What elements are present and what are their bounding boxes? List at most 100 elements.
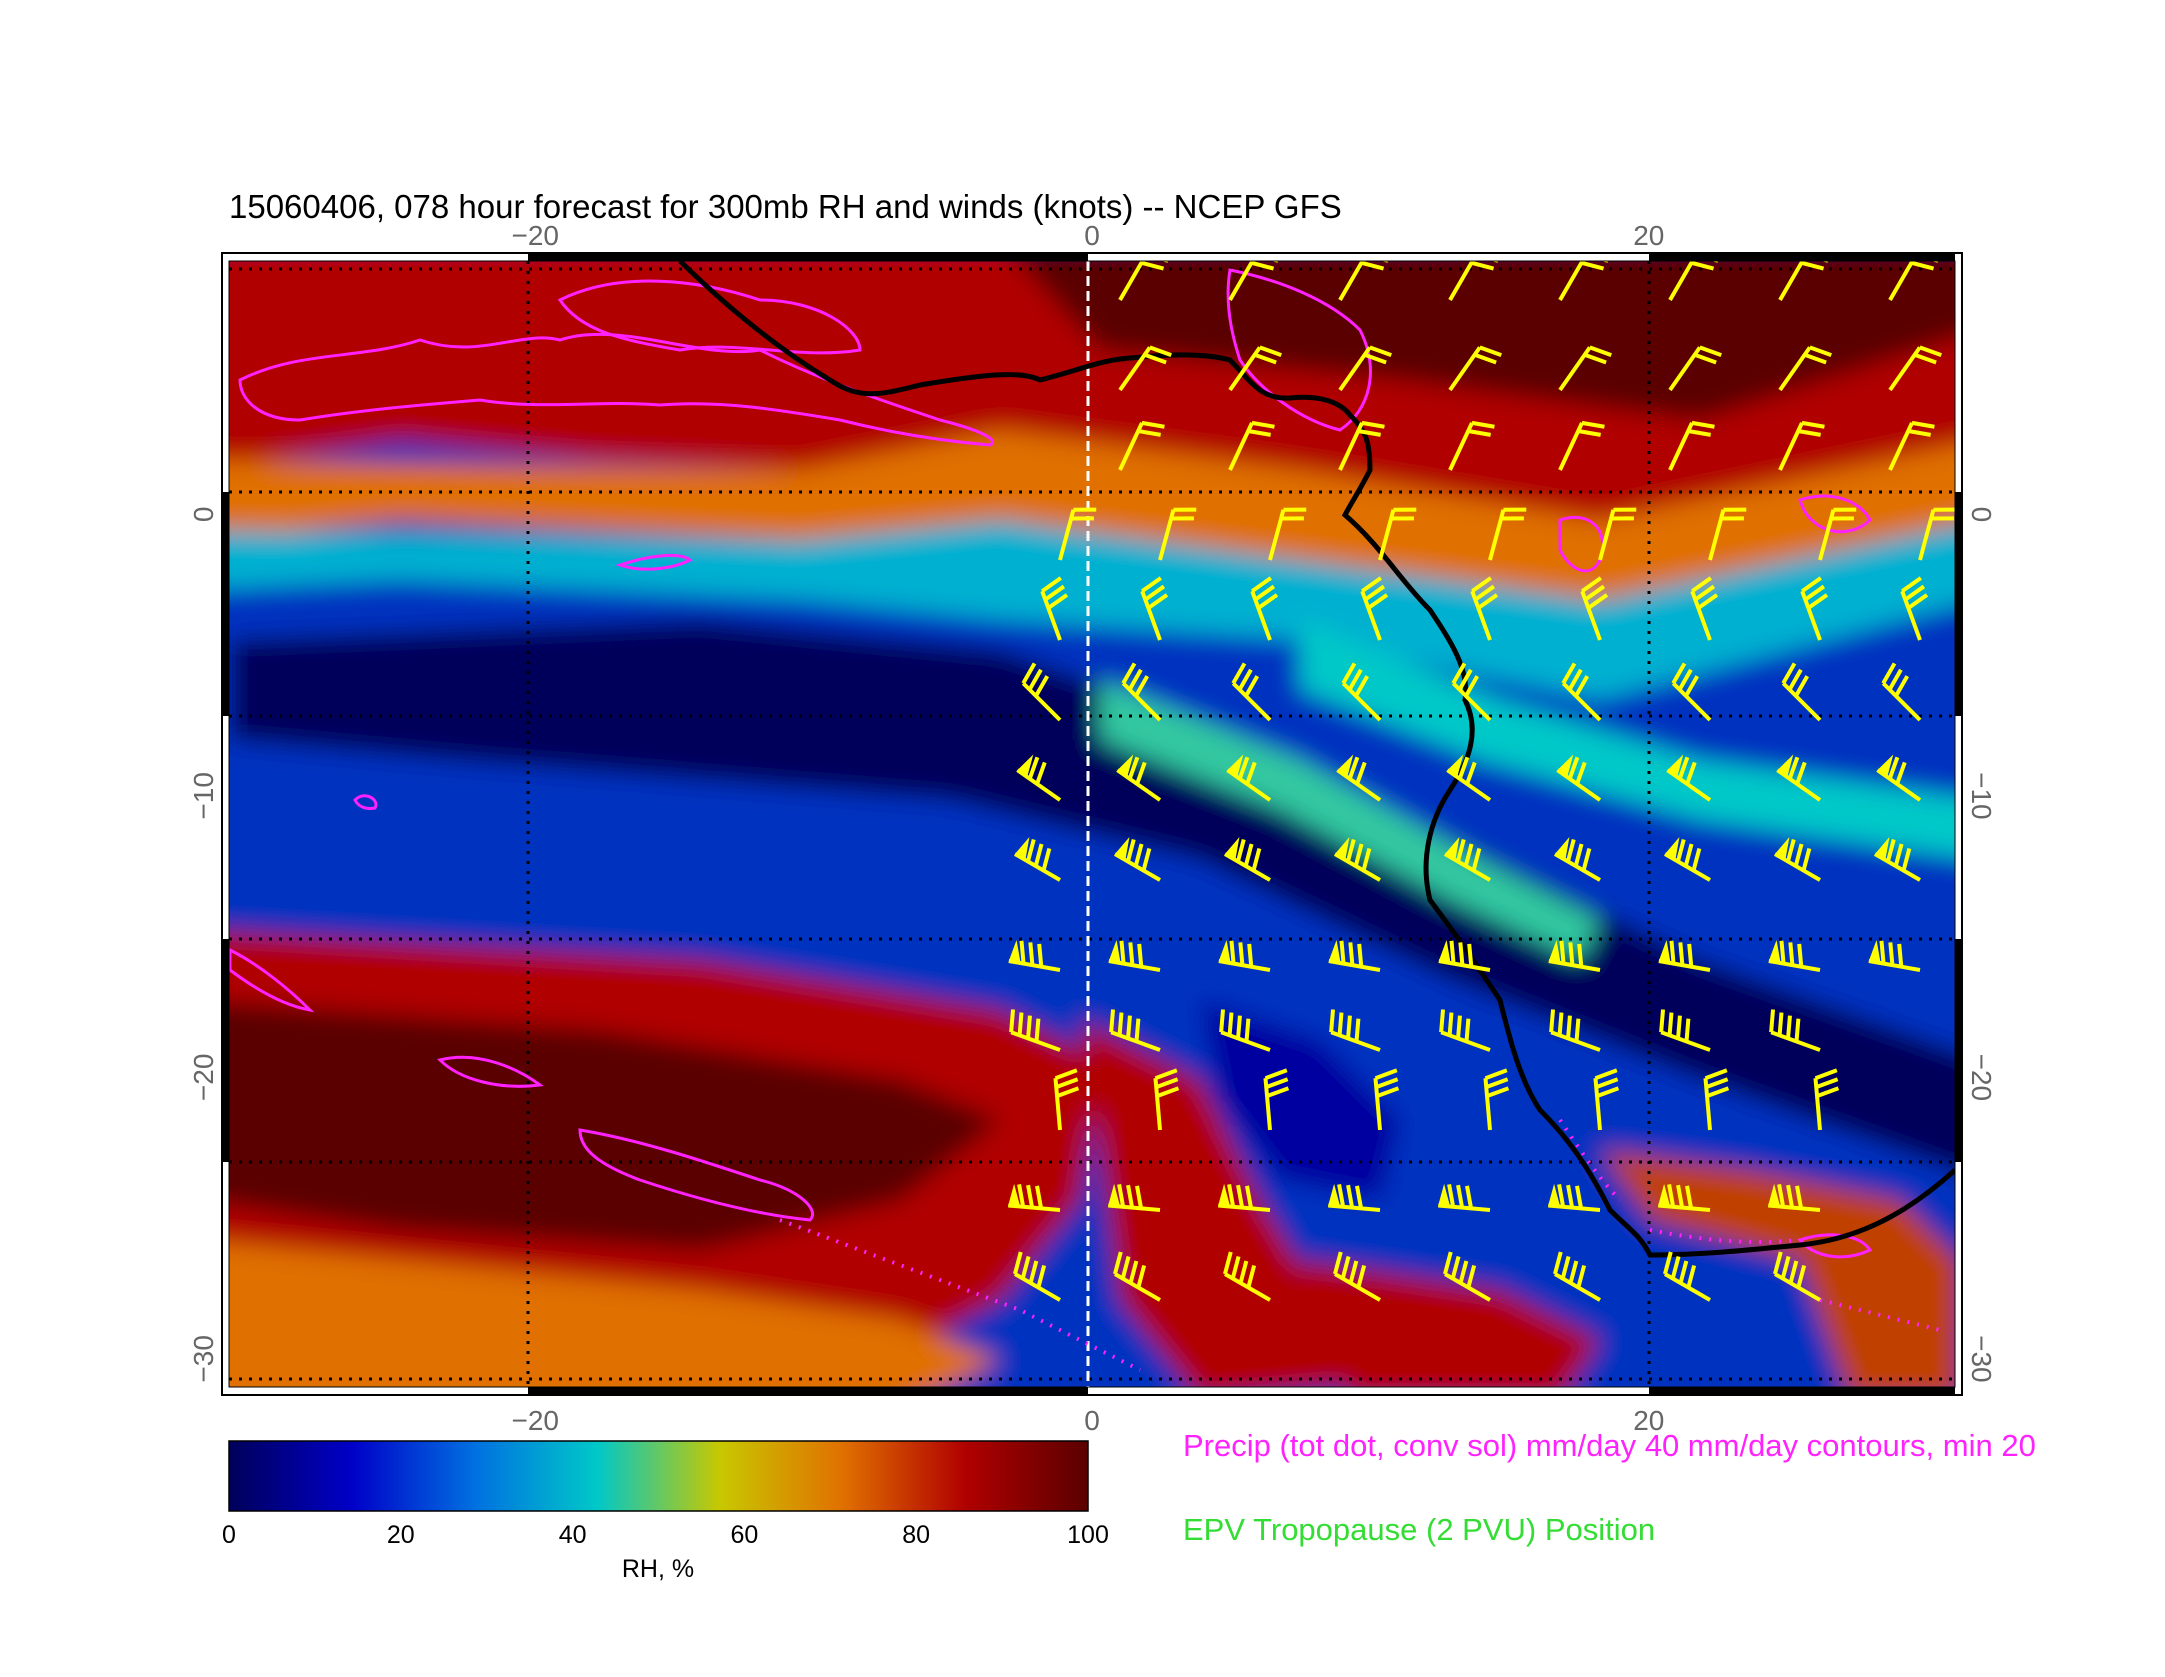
- wind-barb: [1553, 1251, 1601, 1302]
- wind-barb: [1708, 507, 1747, 561]
- wind-barb: [1108, 1183, 1161, 1212]
- wind-barb: [1778, 345, 1832, 392]
- wind-barb: [1703, 1068, 1730, 1131]
- wind-barb: [1373, 1068, 1400, 1131]
- latitude-labels-left: 0 −10 −20 −30: [188, 507, 219, 1383]
- wind-barb: [1439, 1009, 1491, 1052]
- wind-barb: [1881, 662, 1922, 722]
- wind-barb: [1658, 1183, 1711, 1212]
- wind-barb: [1773, 836, 1821, 882]
- wind-barb: [1228, 261, 1279, 301]
- wind-barb: [1769, 1009, 1821, 1052]
- wind-barb: [1690, 576, 1719, 641]
- wind-barb: [1451, 662, 1492, 722]
- epv-legend: EPV Tropopause (2 PVU) Position: [1183, 1512, 1655, 1547]
- wind-barb: [1558, 420, 1605, 471]
- wind-barb: [1009, 1009, 1061, 1052]
- lat-tick-label-right: 0: [1966, 507, 1997, 523]
- lon-tick-label-bottom: 0: [1084, 1405, 1100, 1436]
- rh-field: [229, 261, 1955, 1387]
- latitude-labels-right: 0 −10 −20 −30: [1966, 507, 1997, 1383]
- colorbar-tick-label: 0: [222, 1521, 236, 1549]
- colorbar: 0 20 40 60 80 100 RH, %: [222, 1440, 1109, 1583]
- wind-barb: [1553, 836, 1601, 882]
- wind-barb: [1338, 345, 1392, 392]
- wind-barb: [1341, 662, 1382, 722]
- wind-barb: [1918, 507, 1955, 561]
- wind-barb: [1438, 939, 1491, 972]
- wind-barb: [1268, 507, 1307, 561]
- wind-barb: [1118, 261, 1169, 301]
- graticule: [229, 261, 1955, 1387]
- wind-barb: [1558, 261, 1609, 301]
- wind-barb: [1443, 1251, 1491, 1302]
- wind-barb: [1118, 345, 1172, 392]
- wind-barb: [1140, 576, 1169, 641]
- wind-barb: [1263, 1068, 1290, 1131]
- longitude-labels-top: −20 0 20: [511, 220, 1664, 251]
- wind-barb: [1448, 261, 1499, 301]
- wind-barb: [1223, 1251, 1271, 1302]
- map-frame-ticks: [222, 253, 1962, 1395]
- wind-barb: [1549, 1009, 1601, 1052]
- colorbar-tick-labels: 0 20 40 60 80 100: [222, 1521, 1109, 1549]
- wind-barb: [1558, 345, 1612, 392]
- wind-barb: [1448, 420, 1495, 471]
- colorbar-tick-label: 20: [387, 1521, 415, 1549]
- wind-barb: [1053, 1068, 1080, 1131]
- wind-barb: [1658, 939, 1711, 972]
- wind-barb: [1668, 345, 1722, 392]
- colorbar-tick-label: 40: [559, 1521, 587, 1549]
- wind-barb: [1218, 939, 1271, 972]
- wind-barb: [1800, 576, 1829, 641]
- wind-barb: [1556, 754, 1602, 802]
- wind-barb: [1548, 1183, 1601, 1212]
- wind-barb: [1813, 1068, 1840, 1131]
- wind-barb: [1109, 1009, 1161, 1052]
- wind-barb: [1580, 576, 1609, 641]
- precip-total-dotted: [779, 1118, 1941, 1372]
- wind-barbs: [1008, 261, 1955, 1302]
- wind-barb: [1668, 261, 1719, 301]
- wind-barb: [1040, 576, 1069, 641]
- wind-barb: [1021, 662, 1062, 722]
- wind-barb: [1888, 261, 1939, 301]
- lat-tick-label-left: −20: [188, 1054, 219, 1102]
- wind-barb: [1818, 507, 1857, 561]
- wind-barb: [1058, 507, 1097, 561]
- wind-barb: [1158, 507, 1197, 561]
- lon-tick-label-top: 20: [1633, 220, 1664, 251]
- lat-tick-label-right: −10: [1966, 772, 1997, 820]
- colorbar-tick-label: 100: [1067, 1521, 1109, 1549]
- lat-tick-label-right: −30: [1966, 1335, 1997, 1383]
- wind-barb: [1360, 576, 1389, 641]
- wind-barb: [1888, 345, 1942, 392]
- wind-barb: [1113, 1251, 1161, 1302]
- map-frame: [221, 252, 1963, 1396]
- wind-barb: [1470, 576, 1499, 641]
- wind-barb: [1333, 1251, 1381, 1302]
- wind-barb: [1121, 662, 1162, 722]
- wind-barb: [1328, 1183, 1381, 1212]
- wind-barb: [1768, 1183, 1821, 1212]
- wind-barb: [1868, 939, 1921, 972]
- wind-barb: [1218, 1183, 1271, 1212]
- colorbar-tick-label: 60: [730, 1521, 758, 1549]
- lon-tick-label-bottom: 20: [1633, 1405, 1664, 1436]
- lat-tick-label-left: −30: [188, 1335, 219, 1383]
- wind-barb: [1118, 420, 1165, 471]
- wind-barb: [1108, 939, 1161, 972]
- wind-barb: [1443, 836, 1491, 882]
- wind-barb: [1008, 1183, 1061, 1212]
- wind-barb: [1113, 836, 1161, 882]
- wind-barb: [1900, 576, 1929, 641]
- wind-barb: [1876, 754, 1922, 802]
- wind-barb: [1008, 939, 1061, 972]
- wind-barb: [1768, 939, 1821, 972]
- wind-barb: [1328, 939, 1381, 972]
- wind-barb: [1593, 1068, 1620, 1131]
- wind-barb: [1329, 1009, 1381, 1052]
- lon-tick-label-top: 0: [1084, 220, 1100, 251]
- wind-barb: [1778, 420, 1825, 471]
